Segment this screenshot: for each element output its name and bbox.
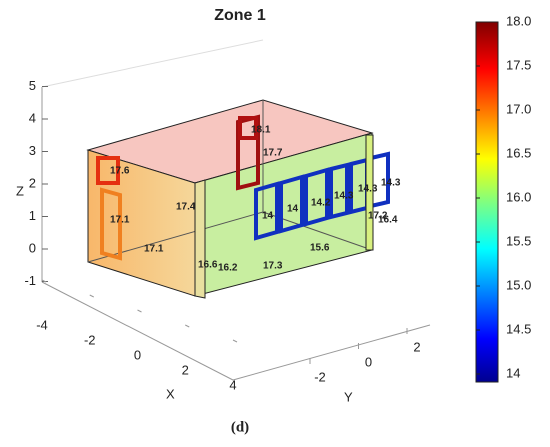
annotation: 17.6 xyxy=(110,166,130,177)
caption: (d) xyxy=(231,419,249,435)
colorbar-tick-label: 14 xyxy=(506,365,520,380)
x-tick xyxy=(89,294,94,298)
x-tick xyxy=(185,324,190,328)
y-tick-label: 0 xyxy=(365,354,372,369)
x-tick-label: -2 xyxy=(84,332,96,347)
z-tick-label: 0 xyxy=(29,240,36,255)
x-tick xyxy=(41,279,47,283)
annotation: 14.3 xyxy=(358,184,378,195)
annotation: 17.3 xyxy=(263,261,283,272)
zone-box xyxy=(86,99,390,299)
x-tick xyxy=(137,309,142,313)
x-tick xyxy=(232,339,238,343)
z-tick-label: 4 xyxy=(29,110,36,125)
colorbar-tick-label: 17.5 xyxy=(506,57,531,72)
annotation: 14.2 xyxy=(311,198,331,209)
colorbar-tick-label: 18.0 xyxy=(506,13,531,28)
z-tick-label: 5 xyxy=(29,78,36,93)
annotation: 16.2 xyxy=(218,263,238,274)
annotation: 17.2 xyxy=(368,211,388,222)
z-axis-label: Z xyxy=(16,183,24,198)
x-tick-label: 0 xyxy=(134,347,141,362)
y-tick-label: -2 xyxy=(314,369,326,384)
colorbar-tick-label: 16.0 xyxy=(506,189,531,204)
annotation: 17.4 xyxy=(176,202,196,213)
colorbar xyxy=(475,21,499,383)
annotation: 16.6 xyxy=(198,260,218,271)
annotation: 14 xyxy=(287,204,299,215)
colorbar-tick-label: 15.0 xyxy=(506,277,531,292)
z-tick-label: -1 xyxy=(24,273,36,288)
z-tick-label: 3 xyxy=(29,143,36,158)
y-tick-label: 2 xyxy=(413,339,420,354)
colorbar-tick-label: 17.0 xyxy=(506,101,531,116)
chart-title: Zone 1 xyxy=(214,7,266,24)
annotation: 17.1 xyxy=(144,244,164,255)
z-tick-label: 1 xyxy=(29,208,36,223)
annotation: 17.1 xyxy=(110,215,130,226)
colorbar-tick-label: 14.5 xyxy=(506,321,531,336)
annotation: 18.1 xyxy=(251,125,271,136)
x-tick-label: 4 xyxy=(229,377,236,392)
annotation: 14.3 xyxy=(334,191,354,202)
x-tick-label: -4 xyxy=(36,317,48,332)
annotation: 14 xyxy=(262,211,274,222)
annotation: 17.7 xyxy=(263,148,283,159)
annotation: 15.6 xyxy=(310,243,330,254)
annotation: 16.4 xyxy=(378,215,398,226)
x-tick-label: 2 xyxy=(182,362,189,377)
x-axis-label: X xyxy=(166,386,175,401)
colorbar-tick-label: 16.5 xyxy=(506,145,531,160)
z-tick-label: 2 xyxy=(29,175,36,190)
annotation: 14.3 xyxy=(381,178,401,189)
colorbar-tick-label: 15.5 xyxy=(506,233,531,248)
y-axis-label: Y xyxy=(344,389,353,404)
